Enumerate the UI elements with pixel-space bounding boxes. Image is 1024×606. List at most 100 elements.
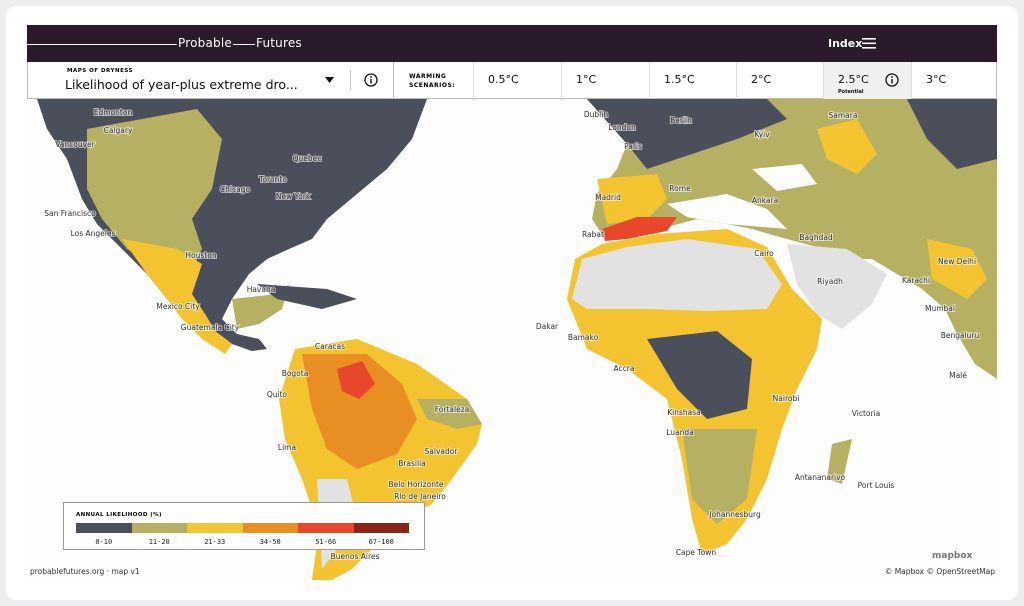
city-label: Quito [267, 390, 288, 399]
city-label: Cairo [754, 249, 774, 258]
dropdown-caret[interactable] [325, 77, 334, 83]
scenario-label: 1°C [576, 73, 597, 86]
scenario-option[interactable]: 2°C [736, 62, 823, 99]
brand[interactable]: Probable [178, 36, 232, 50]
city-label: Lima [278, 443, 296, 452]
land [587, 99, 997, 379]
info-icon[interactable] [364, 73, 378, 87]
city-label: Riyadh [817, 277, 843, 286]
city-label: Guatemala City [181, 323, 240, 332]
brand[interactable]: Futures [256, 36, 302, 50]
info-icon[interactable] [885, 73, 899, 87]
land [417, 399, 482, 429]
city-label: Malé [949, 371, 967, 380]
menu-icon[interactable] [862, 38, 876, 49]
legend-label: 21-33 [204, 538, 226, 546]
city-label: Mexico City [156, 302, 200, 311]
land [927, 239, 987, 299]
city-label: Rabat [582, 230, 604, 239]
legend-swatch [298, 523, 354, 533]
scenario-label: 3°C [926, 73, 947, 86]
scenario-label: 0.5°C [488, 73, 519, 86]
city-label: Accra [614, 364, 635, 373]
legend: ANNUAL LIKELIHOOD (%) 0-10 11-20 21-33 34-5… [63, 502, 425, 550]
divider [350, 70, 351, 91]
map: Edmonton Calgary Vancouver Quebec Toronto Chi… [27, 99, 997, 580]
city-label: Quebec [293, 154, 322, 163]
land [647, 331, 752, 419]
city-label: Madrid [595, 193, 621, 202]
scenario-option[interactable]: 3°C [911, 62, 998, 99]
city-label: Victoria [852, 409, 880, 418]
scenario-label: 2.5°C [838, 73, 869, 86]
brand-line [27, 44, 177, 45]
city-label: Kyiv [754, 130, 770, 139]
mapbox-logo[interactable]: mapbox [932, 551, 973, 561]
brand-line [233, 44, 255, 45]
credit[interactable]: probablefutures.org · map v1 [30, 567, 140, 576]
scenario-option[interactable]: 1.5°C [649, 62, 736, 99]
city-label: Antananarivo [795, 473, 846, 482]
land [682, 429, 757, 524]
city-label: San Francisco [44, 209, 96, 218]
city-label: Paris [624, 142, 642, 151]
index-link[interactable]: Index [828, 37, 863, 50]
city-label: London [608, 123, 636, 132]
land [907, 99, 997, 169]
land [257, 284, 357, 309]
legend-swatch [242, 523, 298, 533]
scenario-option[interactable]: 1°C [561, 62, 649, 99]
city-label: New York [276, 192, 311, 201]
city-label: Cape Town [676, 548, 717, 557]
city-label: Buenos Aires [331, 552, 380, 561]
land [827, 439, 852, 484]
land [817, 119, 877, 174]
scenario-option[interactable]: 2.5°C Potential [823, 62, 911, 99]
city-label: Berlin [670, 116, 692, 125]
scenario-option[interactable]: 0.5°C [473, 62, 561, 99]
legend-swatch [76, 523, 132, 533]
legend-swatch [353, 523, 409, 533]
top-bar: Probable Futures Index [27, 25, 997, 62]
land [87, 109, 222, 279]
legend-label: 11-20 [148, 538, 170, 546]
land [787, 244, 887, 329]
city-label: Dublin [584, 110, 608, 119]
sea [667, 194, 787, 229]
city-label: Kinshasa [667, 408, 701, 417]
sea [752, 164, 817, 191]
land [587, 99, 787, 169]
city-label: Rio de Janeiro [394, 492, 446, 501]
city-label: Toronto [258, 175, 287, 184]
legend-label: 51-66 [315, 538, 337, 546]
city-label: Mumbai [925, 304, 955, 313]
land [302, 354, 417, 469]
scenario-label: 1.5°C [664, 73, 695, 86]
city-label: Brasilia [398, 459, 426, 468]
city-label: Bogota [282, 369, 309, 378]
city-label: Port Louis [858, 481, 895, 490]
land [122, 239, 232, 354]
attribution[interactable]: © Mapbox © OpenStreetMap [884, 567, 995, 576]
city-label: Johannesburg [708, 510, 761, 519]
city-label: Los Angeles [71, 229, 116, 238]
city-label: Bamako [568, 333, 599, 342]
city-label: Rome [669, 184, 691, 193]
city-label: Bengaluru [941, 331, 980, 340]
legend-label: 34-50 [259, 538, 281, 546]
legend-swatch [187, 523, 243, 533]
map-group: MAPS OF DRYNESS [67, 68, 134, 74]
scenario-note: Potential [838, 89, 864, 95]
city-label: Edmonton [94, 108, 133, 117]
legend-title: ANNUAL LIKELIHOOD (%) [76, 512, 162, 518]
land [602, 217, 677, 241]
city-label: Samara [829, 111, 858, 120]
scenarios-label: WARMING SCENARIOS: [409, 73, 456, 89]
scenario-label: 2°C [751, 73, 772, 86]
city-label: Havana [247, 285, 276, 294]
legend-label: 67-100 [368, 538, 394, 546]
city-label: Houston [185, 251, 216, 260]
control-bar: MAPS OF DRYNESS Likelihood of year-plus … [27, 62, 997, 99]
map-dropdown[interactable]: Likelihood of year-plus extreme dro... [65, 77, 298, 92]
